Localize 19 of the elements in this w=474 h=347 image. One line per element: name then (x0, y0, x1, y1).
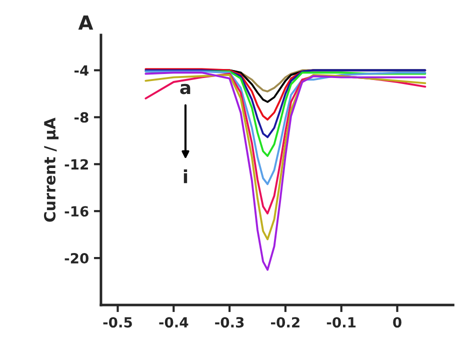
y-axis-title: Current / µA (44, 118, 59, 222)
x-tick-label: -0.5 (103, 317, 132, 328)
y-tick-label: -20 (64, 253, 88, 264)
x-tick-label: -0.1 (326, 317, 356, 328)
line-series (144, 72, 426, 271)
chart-title: A (78, 15, 94, 30)
y-tick-label: -8 (74, 112, 88, 123)
x-tick-label: -0.3 (215, 317, 244, 328)
line-series (144, 69, 426, 138)
y-tick-label: -4 (74, 65, 89, 76)
line-series (144, 74, 426, 240)
annotation: a (180, 84, 190, 94)
x-tick-label: -0.4 (159, 317, 188, 328)
x-tick-label: -0.2 (271, 317, 300, 328)
y-tick-label: -12 (64, 159, 88, 170)
y-tick-label: -16 (64, 206, 88, 217)
annotation: i (184, 169, 188, 184)
x-tick-label: 0 (393, 317, 402, 328)
line-series (144, 70, 426, 186)
